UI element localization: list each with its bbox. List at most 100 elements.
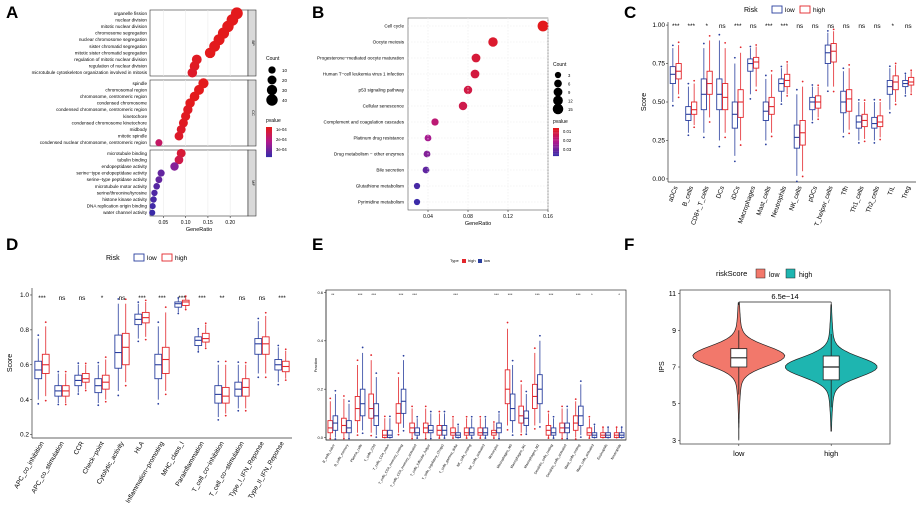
panel-box-outlier (452, 415, 454, 418)
panel-box (368, 393, 374, 419)
panel-box-outlier (493, 421, 495, 423)
panel-f-legend-label-high: high (799, 272, 812, 279)
panel-box (450, 427, 456, 436)
panel-b-legend-gradient (553, 128, 559, 130)
panel-box-outlier (615, 426, 618, 429)
panel-box-outlier (429, 410, 432, 413)
panel-box (414, 427, 420, 436)
panel-box-outlier (64, 403, 67, 406)
panel-box (908, 76, 915, 86)
panel-box-outlier (224, 414, 227, 417)
panel-box-outlier (124, 298, 127, 301)
panel-box-outlier (402, 354, 405, 357)
panel-a-term-label: condensed nuclear chromosome, centromeri… (40, 140, 148, 145)
panel-significance: ns (905, 23, 913, 30)
panel-box-outlier (137, 301, 140, 304)
panel-a-strip-label: MF (251, 180, 256, 186)
panel-e-legend-key-high (462, 259, 466, 263)
panel-xtick-label: B_cells_naive (322, 443, 336, 463)
panel-significance: ns (750, 23, 758, 30)
panel-box-outlier (284, 379, 287, 381)
panel-a-legend-gradient (266, 152, 272, 155)
panel-b-term-label: p53 signaling pathway (359, 88, 405, 93)
panel-a-legend-dot (266, 84, 278, 96)
panel-box-outlier (416, 415, 419, 418)
panel-a-legend-gradient (266, 136, 272, 138)
panel-a-legend-gradient (266, 128, 272, 131)
panel-b-legend-gradient (553, 153, 559, 155)
panel-b-term-label: Cellular senescence (363, 104, 405, 109)
panel-b-legend-pvalue-title: pvalue (553, 119, 568, 125)
panel-ytick-label: 0.6 (20, 362, 29, 369)
panel-a-legend-gradient (266, 149, 272, 152)
panel-ytick-label: 0.25 (652, 138, 665, 145)
panel-ytick-label: 1.0 (20, 292, 29, 299)
panel-box-outlier (104, 356, 107, 359)
panel-box-outlier (264, 311, 267, 314)
panel-b-legend-gradient (553, 129, 559, 131)
panel-box (550, 427, 557, 436)
panel-a-legend-pvalue-title: pvalue (266, 118, 281, 124)
panel-box (174, 301, 183, 308)
panel-box-outlier (749, 98, 752, 100)
panel-box-outlier (602, 426, 604, 429)
panel-box-outlier (857, 142, 860, 144)
panel-box-outlier (739, 144, 742, 146)
panel-b-legend-gradient (553, 154, 559, 157)
panel-box-outlier (443, 410, 446, 413)
panel-b-dot (488, 37, 498, 47)
panel-box-outlier (561, 437, 563, 440)
panel-ytick-label: 0.8 (20, 327, 29, 334)
panel-box-outlier (498, 437, 500, 440)
panel-b-term-label: Glutathione metabolism (356, 184, 404, 189)
panel-box-outlier (217, 418, 220, 421)
panel-box-outlier (348, 437, 350, 440)
panel-xtick-label: iDCs (730, 185, 742, 201)
panel-box-outlier (755, 44, 758, 46)
panel-box-outlier (470, 415, 473, 418)
panel-b-xtick-label: 0.04 (423, 214, 433, 220)
panel-box-outlier (817, 118, 820, 121)
panel-box-outlier (520, 433, 523, 436)
panel-box (468, 427, 475, 436)
panel-e-legend-key-low (478, 259, 482, 263)
panel-box (793, 124, 800, 149)
panel-e-legend-title: Type (450, 258, 459, 263)
panel-a-term-label: kinetochore (123, 114, 147, 119)
panel-a-legend-dot (266, 94, 278, 106)
panel-xtick-label: Eosinophils (596, 443, 608, 460)
panel-box-outlier (329, 397, 332, 400)
panel-box-outlier (574, 438, 577, 440)
panel-significance: *** (371, 292, 376, 297)
panel-box-outlier (370, 434, 373, 437)
panel-b-dot (413, 182, 421, 190)
panel-b-dot (413, 198, 421, 206)
panel-box-outlier (593, 423, 596, 426)
panel-box-outlier (334, 438, 337, 440)
panel-box-outlier (566, 437, 569, 440)
panel-box-outlier (561, 405, 563, 408)
panel-box-outlier (224, 360, 227, 363)
panel-box-outlier (904, 94, 907, 97)
panel-box-outlier (84, 362, 87, 365)
panel-box-outlier (848, 64, 851, 66)
panel-xtick-label: CCR (73, 440, 86, 456)
panel-box (809, 96, 816, 111)
panel-box-outlier (389, 436, 391, 439)
panel-xtick-label: B_cells_memory (333, 443, 349, 467)
panel-a-legend-pvalue-label: 3e-04 (276, 147, 287, 152)
panel-xtick-label: Treg (901, 185, 912, 200)
panel-significance: *** (412, 292, 417, 297)
panel-a-term-label: nuclear division (115, 17, 147, 22)
panel-box-outlier (525, 433, 528, 436)
panel-a-strip (247, 79, 257, 147)
panel-box-outlier (124, 384, 127, 387)
panel-f-box (822, 355, 840, 381)
panel-f-legend-key-high (785, 268, 796, 279)
panel-ytick-label: 0.00 (652, 176, 665, 183)
panel-box-outlier (693, 79, 696, 82)
panel-a-term-label: microtubule binding (107, 151, 147, 156)
panel-label-E: E (312, 235, 323, 254)
panel-xtick-label: Monocytes (488, 443, 500, 459)
panel-box-outlier (257, 376, 260, 379)
